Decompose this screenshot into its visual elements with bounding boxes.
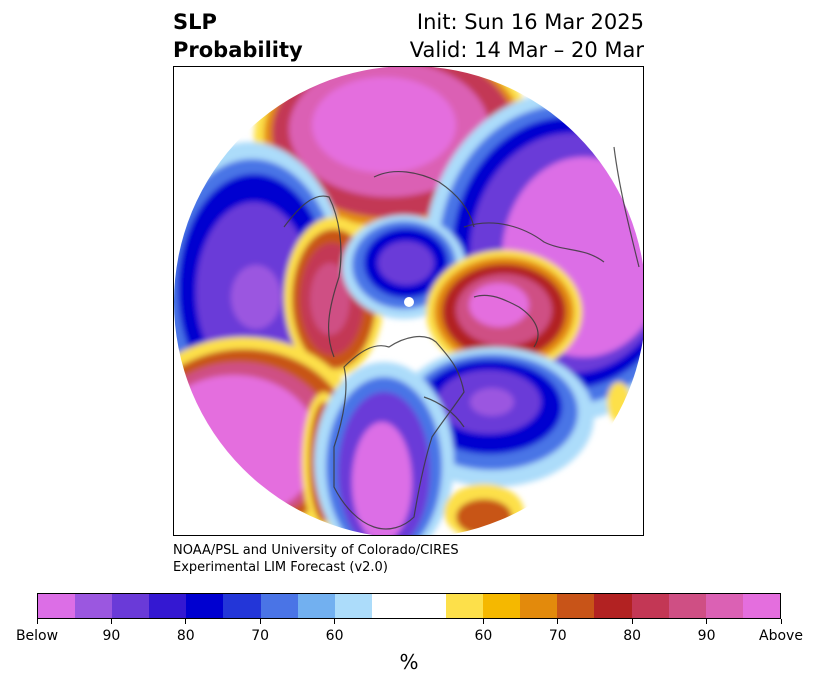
colorbar-segment bbox=[446, 594, 484, 618]
colorbar-tickmark bbox=[334, 619, 336, 624]
credit-line1: NOAA/PSL and University of Colorado/CIRE… bbox=[173, 543, 459, 558]
colorbar-tick-label: 70 bbox=[251, 628, 270, 644]
colorbar-tickmark bbox=[780, 619, 782, 624]
coastlines bbox=[283, 146, 640, 530]
colorbar-segment bbox=[668, 594, 706, 618]
colorbar-segment bbox=[705, 594, 743, 618]
title-variable: SLP Probability bbox=[173, 8, 303, 64]
colorbar-tickmark bbox=[631, 619, 633, 624]
colorbar-segment bbox=[186, 594, 224, 618]
colorbar-tick-label: Above bbox=[759, 628, 803, 644]
colorbar-tick-label: 80 bbox=[176, 628, 195, 644]
title-dates: Init: Sun 16 Mar 2025 Valid: 14 Mar – 20… bbox=[410, 8, 644, 64]
colorbar-tickmark bbox=[482, 619, 484, 624]
colorbar-segment bbox=[112, 594, 150, 618]
colorbar-tick-label: 60 bbox=[474, 628, 493, 644]
colorbar-tickmark bbox=[185, 619, 187, 624]
colorbar-tick-label: 80 bbox=[623, 628, 642, 644]
colorbar-segment bbox=[75, 594, 113, 618]
colorbar-unit: % bbox=[399, 650, 419, 674]
colorbar-tick-label: 70 bbox=[548, 628, 567, 644]
colorbar-segment bbox=[408, 594, 447, 618]
title-variable-line2: Probability bbox=[173, 38, 303, 62]
valid-range: Valid: 14 Mar – 20 Mar bbox=[409, 38, 644, 62]
credit-line2: Experimental LIM Forecast (v2.0) bbox=[173, 560, 388, 575]
colorbar-tick-label: Below bbox=[15, 628, 59, 644]
polar-map bbox=[173, 66, 644, 536]
colorbar-tickmark bbox=[557, 619, 559, 624]
colorbar-segment bbox=[371, 594, 409, 618]
colorbar-segment bbox=[742, 594, 780, 618]
colorbar-segment bbox=[38, 594, 76, 618]
colorbar-tick-label: 90 bbox=[697, 628, 716, 644]
colorbar-segment bbox=[594, 594, 632, 618]
anomaly-europe-high bbox=[426, 250, 582, 374]
colorbar-tickmark bbox=[36, 619, 38, 624]
colorbar-segment bbox=[297, 594, 335, 618]
anomaly-arctic-low bbox=[342, 215, 466, 319]
colorbar-segment bbox=[223, 594, 261, 618]
colorbar-tick-label: 60 bbox=[325, 628, 344, 644]
probability-map bbox=[174, 67, 643, 535]
colorbar-segment bbox=[557, 594, 595, 618]
anomaly-us-central-low bbox=[314, 362, 454, 535]
colorbar-tick-label: 90 bbox=[102, 628, 121, 644]
credit: NOAA/PSL and University of Colorado/CIRE… bbox=[173, 542, 459, 576]
north-pole-marker bbox=[404, 297, 414, 307]
colorbar-tickmark bbox=[706, 619, 708, 624]
colorbar-segment bbox=[149, 594, 187, 618]
colorbar bbox=[37, 593, 781, 619]
colorbar-segment bbox=[483, 594, 521, 618]
colorbar-segment bbox=[631, 594, 669, 618]
colorbar-segment bbox=[520, 594, 558, 618]
colorbar-tickmark bbox=[259, 619, 261, 624]
colorbar-segment bbox=[260, 594, 298, 618]
colorbar-segment bbox=[334, 594, 372, 618]
colorbar-tickmark bbox=[110, 619, 112, 624]
init-date: Init: Sun 16 Mar 2025 bbox=[416, 10, 644, 34]
title-variable-line1: SLP bbox=[173, 10, 217, 34]
